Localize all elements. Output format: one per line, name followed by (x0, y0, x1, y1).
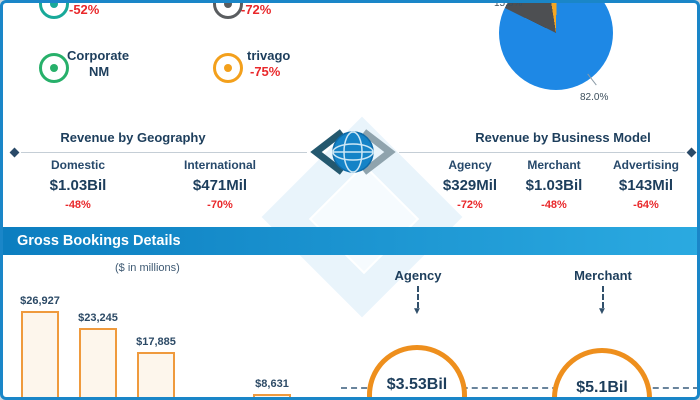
bar-rect (21, 311, 59, 397)
bar-value-label: $26,927 (20, 295, 60, 307)
stat-change: -48% (65, 199, 91, 211)
bar-value-label: $17,885 (136, 336, 176, 348)
globe-eye-icon (308, 126, 398, 183)
green-target-icon (39, 53, 69, 83)
stat-label: Advertising (612, 158, 679, 172)
segment-label: trivago (247, 48, 291, 63)
pie-slice-label: 82.0% (580, 92, 609, 103)
segment-value: NM (89, 64, 110, 79)
bar-rect (79, 328, 117, 397)
stat-change: -48% (541, 199, 567, 211)
stat-value: $1.03Bil (525, 177, 583, 194)
bar-value-label: $8,631 (255, 378, 289, 390)
stat-label: International (183, 158, 256, 172)
divider-line (21, 152, 307, 153)
bar-rect (137, 352, 175, 397)
stat-advertising: Advertising $143Mil -64% (591, 158, 697, 211)
dashed-baseline (341, 387, 697, 389)
stat-agency: Agency $329Mil -72% (415, 158, 525, 211)
bar-group: $26,927 (20, 273, 60, 397)
callout-heading-agency: Agency (394, 268, 442, 283)
divider-line (399, 152, 685, 153)
segment-label: Corporate (67, 48, 130, 63)
stat-merchant: Merchant $1.03Bil -48% (499, 158, 609, 211)
stat-value: $329Mil (442, 177, 498, 194)
arrow-down-icon: ▼ (597, 306, 607, 317)
bar-group: $17,885 (136, 273, 176, 397)
banner-title: Gross Bookings Details (17, 233, 181, 249)
stat-change: -64% (633, 199, 659, 211)
stat-label: Agency (448, 158, 492, 172)
stat-value: $471Mil (192, 177, 248, 194)
dashed-connector (417, 286, 419, 308)
stat-value: $143Mil (618, 177, 674, 194)
bar-group: $23,245 (78, 273, 118, 397)
dashed-connector (602, 286, 604, 308)
circle-value: $3.53Bil (386, 376, 448, 393)
stat-value: $1.03Bil (49, 177, 107, 194)
bar-value-label: $23,245 (78, 312, 118, 324)
gross-bookings-banner: Gross Bookings Details (3, 227, 697, 255)
arrow-down-icon: ▼ (412, 306, 422, 317)
stat-label: Merchant (527, 158, 581, 172)
orange-target-icon (213, 53, 243, 83)
diamond-marker (9, 147, 20, 158)
stat-change: -72% (457, 199, 483, 211)
pie-chart (499, 3, 613, 90)
diamond-marker (686, 147, 697, 158)
stat-domestic: Domestic $1.03Bil -48% (23, 158, 133, 211)
bar-group: $8,631 (253, 273, 291, 397)
pie-slice-label: 15.3% (494, 0, 523, 9)
section-title-geography: Revenue by Geography (60, 130, 206, 145)
bar-rect (253, 394, 291, 397)
gray-target-icon (213, 3, 243, 19)
circle-value: $5.1Bil (576, 379, 628, 396)
units-note: ($ in millions) (115, 262, 180, 274)
stat-label: Domestic (50, 158, 106, 172)
merchant-bookings-circle: $5.1Bil -58% (552, 348, 652, 397)
callout-heading-merchant: Merchant (574, 268, 632, 283)
section-title-business-model: Revenue by Business Model (475, 130, 651, 145)
gross-bookings-bar-chart: $26,927 $23,245 $17,885 $8,631 (17, 273, 327, 397)
segment-change: -75% (250, 64, 281, 79)
agency-bookings-circle: $3.53Bil -76% (367, 345, 467, 397)
segment-change: -72% (241, 2, 272, 17)
segment-change: -52% (69, 2, 100, 17)
stat-international: International $471Mil -70% (165, 158, 275, 211)
teal-target-icon (39, 3, 69, 19)
stat-change: -70% (207, 199, 233, 211)
